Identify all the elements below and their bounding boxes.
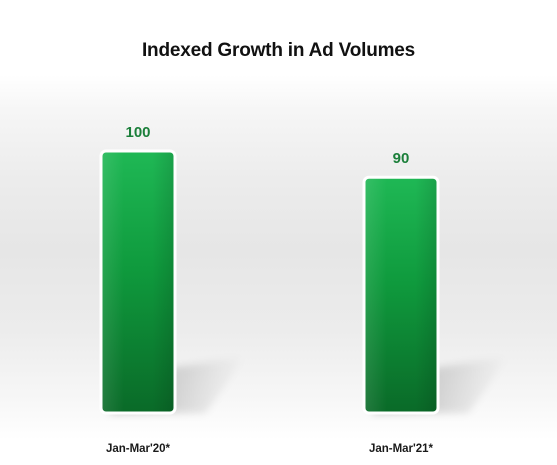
data-label: 90 <box>393 150 410 167</box>
bar-sheen <box>365 178 437 412</box>
x-tick-label: Jan-Mar'20* <box>106 443 171 455</box>
x-tick-label: Jan-Mar'21* <box>369 443 434 455</box>
bar-sheen <box>102 152 174 412</box>
data-label: 100 <box>125 124 150 141</box>
chart-title: Indexed Growth in Ad Volumes <box>141 40 416 61</box>
